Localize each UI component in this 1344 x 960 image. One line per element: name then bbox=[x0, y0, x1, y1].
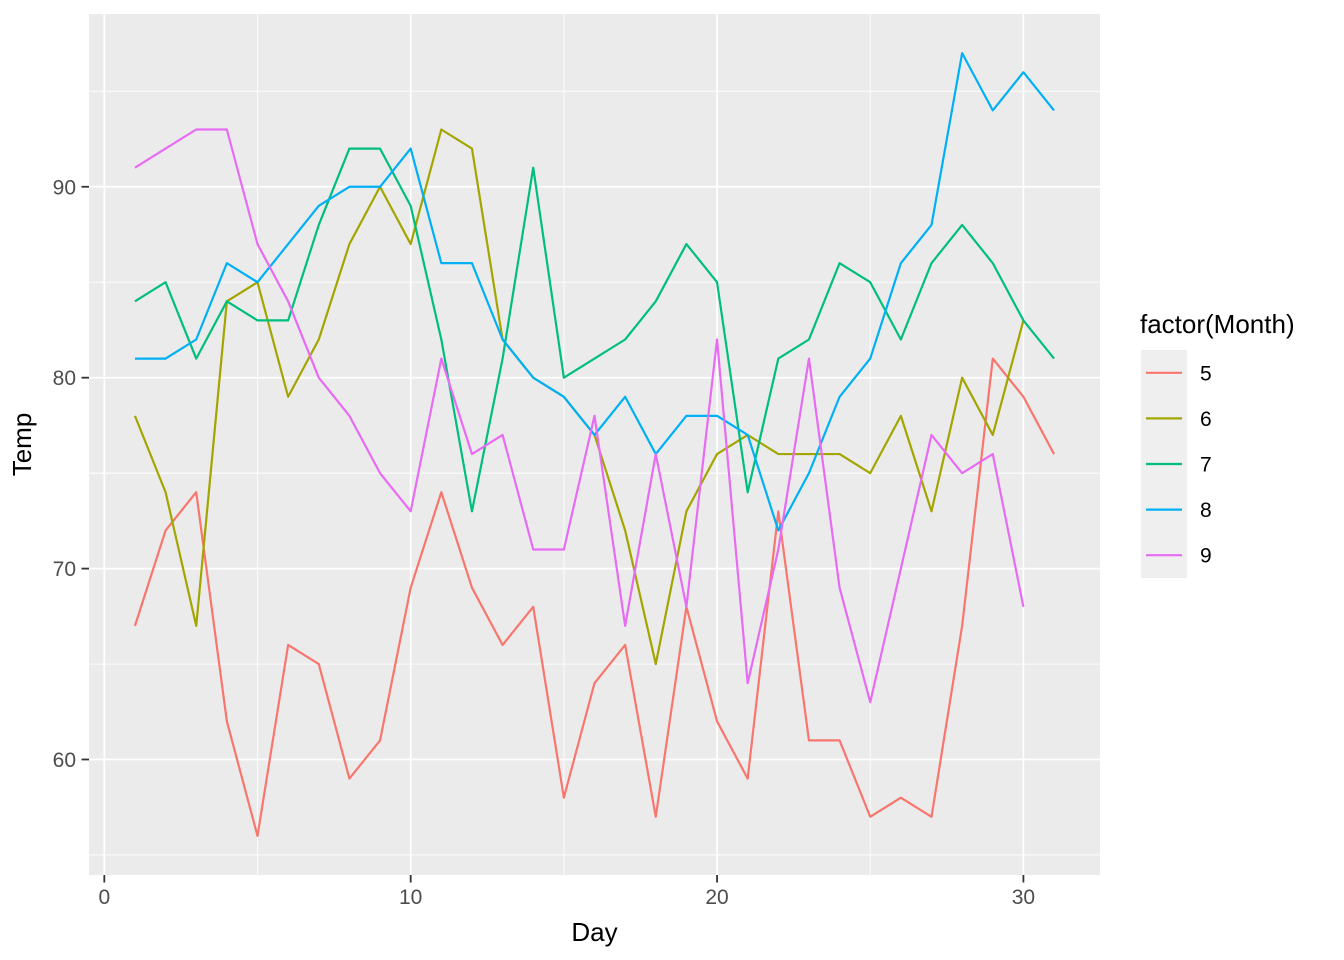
y-tick-label-80: 80 bbox=[53, 367, 76, 390]
series-line-5 bbox=[133, 357, 1056, 837]
x-tick-label-0: 0 bbox=[98, 886, 110, 909]
y-tick-label-60: 60 bbox=[53, 749, 76, 772]
y-tick-label-70: 70 bbox=[53, 558, 76, 581]
x-tick-label-20: 20 bbox=[705, 886, 728, 909]
legend-label-7: 7 bbox=[1200, 454, 1212, 477]
legend: factor(Month) 5 6 7 8 9 bbox=[1140, 309, 1295, 578]
gridlines bbox=[89, 14, 1100, 875]
series-line-8 bbox=[134, 52, 1055, 532]
y-axis: Temp 60 70 80 90 bbox=[7, 176, 89, 772]
x-axis-title: Day bbox=[571, 917, 617, 947]
y-tick-label-90: 90 bbox=[53, 176, 76, 199]
series-line-7 bbox=[134, 147, 1055, 513]
x-tick-label-10: 10 bbox=[399, 886, 422, 909]
series-line-9 bbox=[134, 128, 1025, 704]
legend-label-8: 8 bbox=[1200, 499, 1212, 522]
y-axis-title: Temp bbox=[7, 413, 37, 477]
legend-label-5: 5 bbox=[1200, 362, 1212, 385]
x-tick-label-30: 30 bbox=[1012, 886, 1035, 909]
panel-background bbox=[89, 14, 1100, 875]
series-lines bbox=[133, 52, 1056, 837]
legend-title: factor(Month) bbox=[1140, 309, 1295, 339]
legend-label-9: 9 bbox=[1200, 545, 1212, 568]
legend-label-6: 6 bbox=[1200, 408, 1212, 431]
x-axis: Day 0 10 20 30 bbox=[98, 875, 1035, 947]
legend-keys: 5 6 7 8 9 bbox=[1141, 350, 1212, 578]
